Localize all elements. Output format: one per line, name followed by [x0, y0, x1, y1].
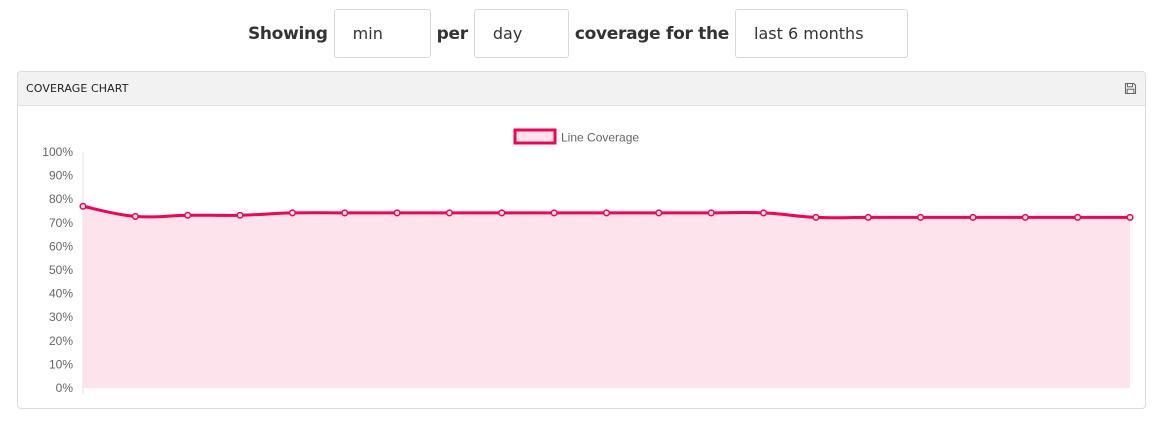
- coverage-controls: Showing min per day coverage for the las…: [0, 9, 1156, 58]
- coverage-line-chart: Line Coverage 0% 10% 20% 30% 40% 50% 60% 70% 80% 9…: [42, 128, 1134, 395]
- data-point: [445, 209, 454, 217]
- data-point: [1126, 213, 1134, 221]
- data-point: [760, 209, 768, 217]
- y-tick-label: 80%: [49, 192, 73, 206]
- panel-heading: COVERAGE CHART: [18, 72, 1145, 106]
- data-point: [550, 209, 558, 217]
- panel-title: COVERAGE CHART: [26, 82, 129, 95]
- y-tick-label: 30%: [49, 310, 73, 324]
- data-point: [236, 211, 244, 219]
- y-tick-label: 10%: [49, 357, 73, 371]
- data-point: [969, 213, 977, 221]
- data-point: [498, 209, 506, 217]
- aggregate-select[interactable]: min: [333, 9, 431, 58]
- legend-swatch: [513, 128, 557, 145]
- coverage-area-fill: [83, 206, 1130, 388]
- data-point: [655, 209, 663, 217]
- y-tick-label: 90%: [49, 169, 73, 183]
- y-tick-label: 0%: [56, 381, 74, 395]
- y-tick-label: 60%: [49, 239, 73, 253]
- data-point: [812, 213, 820, 221]
- y-tick-label: 70%: [49, 216, 73, 230]
- y-tick-label: 20%: [49, 334, 73, 348]
- data-point: [1021, 213, 1029, 221]
- data-point: [917, 213, 925, 221]
- data-point: [864, 213, 872, 221]
- coverage-chart-panel: COVERAGE CHART Line Coverage 0% 10% 20% 30% 4…: [17, 71, 1146, 409]
- time-range-select[interactable]: last 6 months: [735, 9, 909, 58]
- data-point: [393, 209, 401, 217]
- y-tick-label: 50%: [49, 263, 73, 277]
- y-tick-label: 100%: [42, 145, 73, 159]
- y-tick-label: 40%: [49, 287, 73, 301]
- data-point: [288, 209, 296, 217]
- per-label: per: [436, 23, 468, 44]
- data-point: [79, 202, 87, 210]
- data-point: [184, 211, 192, 219]
- save-icon[interactable]: [1124, 82, 1137, 95]
- data-point: [707, 209, 715, 217]
- data-point: [602, 209, 611, 217]
- showing-label: Showing: [247, 23, 328, 44]
- data-point: [1074, 213, 1082, 221]
- coverage-for-label: coverage for the: [574, 23, 730, 44]
- data-point: [131, 212, 139, 220]
- legend-label: Line Coverage: [561, 131, 639, 145]
- time-unit-select[interactable]: day: [473, 9, 569, 58]
- data-point: [341, 209, 349, 217]
